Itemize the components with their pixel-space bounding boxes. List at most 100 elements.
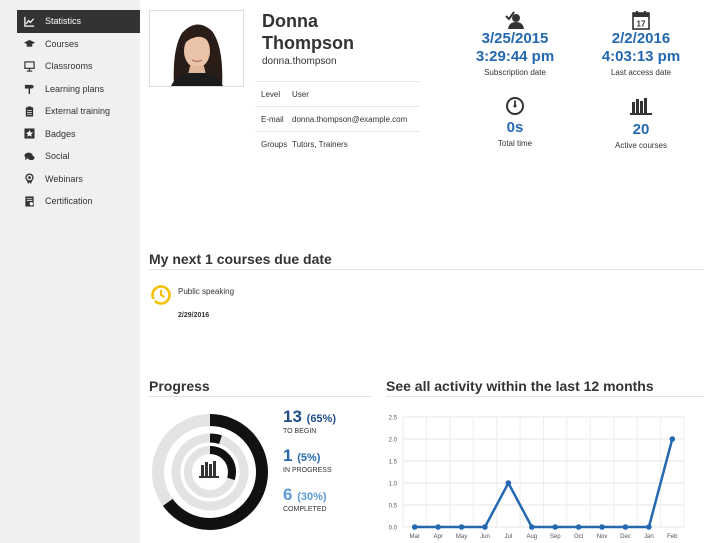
progress-completed-count: 6 — [283, 485, 293, 504]
data-point[interactable] — [458, 524, 465, 530]
sidebar-item-social[interactable]: Social — [17, 145, 140, 168]
data-point[interactable] — [411, 524, 418, 530]
stat-total-time: 0s Total time — [462, 96, 568, 148]
progress-title: Progress — [149, 378, 372, 397]
data-point[interactable] — [669, 436, 676, 442]
x-tick-label: Dec — [620, 534, 631, 540]
x-tick-label: Oct — [574, 534, 584, 540]
sidebar-item-webinars[interactable]: Webinars — [17, 168, 140, 191]
profile-field-value: Tutors, Trainers — [292, 139, 348, 149]
profile-field-key: Level — [261, 89, 281, 99]
sidebar-menu: Statistics Courses Classrooms Learning p… — [17, 10, 140, 213]
data-point[interactable] — [435, 524, 441, 530]
graduation-cap-icon — [23, 38, 35, 50]
certificate-icon — [23, 195, 35, 207]
profile-row-groups: Groups Tutors, Trainers — [255, 131, 420, 156]
sidebar-item-badges[interactable]: Badges — [17, 123, 140, 146]
due-course-date: 2/29/2016 — [178, 312, 210, 319]
x-tick-label: Aug — [526, 534, 537, 540]
ring-to-begin — [152, 414, 268, 530]
books-icon — [199, 461, 219, 478]
profile-field-key: E-mail — [261, 114, 284, 124]
activity-line-chart: 0.0 0.5 1.0 1.5 2.0 2.5 Mar Apr May Jun Jul Aug Sep O… — [389, 416, 685, 540]
sidebar-item-label: Social — [45, 151, 70, 162]
data-point[interactable] — [528, 524, 535, 530]
progress-in-progress-label: IN PROGRESS — [283, 467, 332, 474]
stat-subscription-date: 3/25/2015 3:29:44 pm Subscription date — [462, 10, 568, 77]
progress-donut-chart — [152, 414, 268, 530]
progress-to-begin: 13 (65%) TO BEGIN — [283, 408, 336, 436]
progress-completed-label: COMPLETED — [283, 506, 327, 513]
data-point[interactable] — [646, 524, 652, 530]
x-tick-label: Jun — [480, 534, 490, 540]
sidebar-item-label: Learning plans — [45, 83, 105, 94]
sidebar-item-label: Statistics — [45, 16, 82, 27]
user-username: donna.thompson — [262, 56, 337, 67]
ring-in-progress — [171, 433, 249, 511]
stat-label: Last access date — [610, 68, 672, 77]
y-tick-label: 1.0 — [389, 482, 398, 488]
activity-chart: 0.0 0.5 1.0 1.5 2.0 2.5 Mar Apr May Jun Jul Aug Sep O… — [366, 405, 696, 543]
data-point[interactable] — [482, 524, 488, 530]
sidebar-item-certification[interactable]: Certification — [17, 190, 140, 213]
x-tick-label: Apr — [433, 534, 442, 540]
y-tick-label: 0.5 — [389, 504, 398, 510]
sidebar-item-label: Badges — [45, 128, 76, 139]
y-tick-label: 2.5 — [389, 416, 398, 422]
deadline-clock-icon — [150, 284, 172, 311]
progress-to-begin-pct: (65%) — [306, 413, 336, 425]
sidebar-item-label: Webinars — [45, 173, 83, 184]
sidebar-item-courses[interactable]: Courses — [17, 33, 140, 56]
activity-series-line — [414, 438, 674, 529]
stat-value: 3:29:44 pm — [475, 48, 555, 65]
ring-completed — [184, 446, 236, 498]
data-point[interactable] — [505, 480, 512, 486]
user-check-icon — [462, 10, 568, 30]
sidebar-item-external-training[interactable]: External training — [17, 100, 140, 123]
sidebar-item-learning-plans[interactable]: Learning plans — [17, 78, 140, 101]
progress-completed: 6 (30%) COMPLETED — [283, 485, 327, 514]
webinar-icon — [23, 173, 35, 185]
progress-to-begin-label: TO BEGIN — [283, 428, 317, 435]
x-tick-label: Mar — [410, 534, 420, 540]
stat-label: Total time — [497, 139, 533, 148]
x-tick-label: Jan — [644, 534, 654, 540]
sidebar-item-label: Courses — [45, 38, 79, 49]
user-first-name: Donna — [262, 11, 318, 31]
star-badge-icon — [23, 128, 35, 140]
sidebar-item-statistics[interactable]: Statistics — [17, 10, 140, 33]
activity-title: See all activity within the last 12 mont… — [386, 378, 704, 397]
calendar-icon: 17 — [588, 10, 694, 30]
data-point[interactable] — [599, 524, 605, 530]
signpost-icon — [23, 83, 35, 95]
presentation-board-icon — [23, 60, 35, 72]
y-tick-label: 1.5 — [389, 460, 398, 466]
chat-bubbles-icon — [23, 150, 35, 162]
progress-in-progress-pct: (5%) — [297, 452, 321, 464]
progress-in-progress-count: 1 — [283, 446, 293, 465]
stat-value: 4:03:13 pm — [601, 48, 681, 65]
books-icon — [588, 96, 694, 116]
progress-completed-pct: (30%) — [297, 491, 327, 503]
due-course-link[interactable]: Public speaking — [178, 287, 235, 296]
sidebar: Statistics Courses Classrooms Learning p… — [0, 0, 140, 543]
sidebar-item-label: External training — [45, 106, 111, 117]
stat-active-courses: 20 Active courses — [588, 96, 694, 150]
progress-in-progress: 1 (5%) IN PROGRESS — [283, 446, 332, 475]
sidebar-item-label: Certification — [45, 196, 93, 207]
data-point[interactable] — [575, 524, 582, 530]
stat-label: Subscription date — [484, 68, 546, 77]
sidebar-item-label: Classrooms — [45, 61, 93, 72]
due-section-title: My next 1 courses due date — [149, 251, 704, 270]
user-avatar — [149, 10, 244, 87]
profile-field-value: donna.thompson@example.com — [292, 114, 408, 124]
user-full-name: Donna Thompson — [262, 10, 354, 54]
data-point[interactable] — [552, 524, 559, 530]
sidebar-item-classrooms[interactable]: Classrooms — [17, 55, 140, 78]
calendar-day: 17 — [637, 20, 646, 29]
stopwatch-icon — [462, 96, 568, 116]
x-tick-label: May — [456, 534, 467, 540]
chart-line-icon — [23, 15, 35, 27]
data-point[interactable] — [622, 524, 629, 530]
x-tick-label: Feb — [667, 534, 678, 540]
